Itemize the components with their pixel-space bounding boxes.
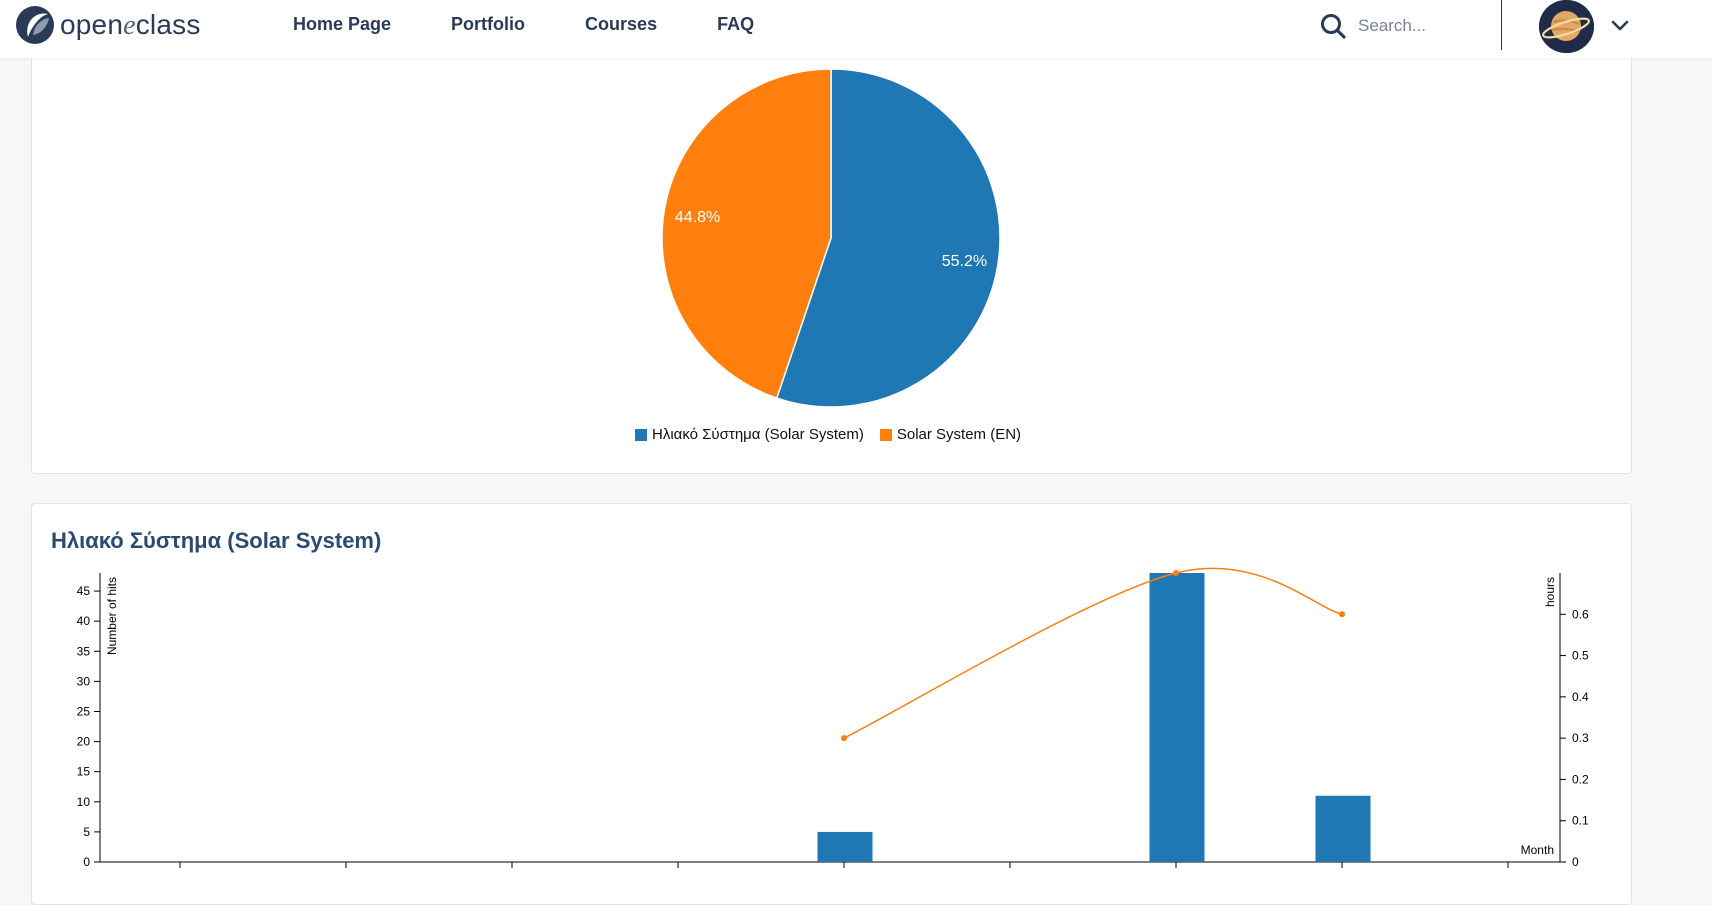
legend-item[interactable]: Solar System (EN) <box>879 426 1022 443</box>
logo-mark-icon <box>16 6 54 44</box>
top-navbar: openeclass Home Page Portfolio Courses F… <box>0 0 1712 58</box>
search-input[interactable] <box>1356 10 1500 42</box>
chevron-down-icon[interactable] <box>1610 16 1630 36</box>
nav-portfolio[interactable]: Portfolio <box>451 14 526 34</box>
nav-faq[interactable]: FAQ <box>717 14 755 34</box>
search-box <box>1320 10 1500 42</box>
openeclass-logo[interactable]: openeclass <box>14 4 201 46</box>
avatar[interactable] <box>1539 0 1594 53</box>
course-stats-panel: Ηλιακό Σύστημα (Solar System) <box>31 503 1632 905</box>
pie-slice <box>775 68 1001 408</box>
legend-item[interactable]: Ηλιακό Σύστημα (Solar System) <box>635 426 864 443</box>
legend-label: Solar System (EN) <box>896 426 1022 443</box>
legend-swatch-blue <box>635 428 647 441</box>
pie-slice <box>661 68 832 400</box>
planet-avatar-icon <box>1539 0 1594 53</box>
header-divider <box>1501 0 1502 50</box>
pie-legend: Ηλιακό Σύστημα (Solar System) Solar Syst… <box>635 426 1037 443</box>
nav-home-page[interactable]: Home Page <box>293 14 392 34</box>
nav-courses[interactable]: Courses <box>585 14 658 34</box>
main-nav: Home Page Portfolio Courses FAQ <box>293 14 814 35</box>
pie-slice-label: 55.2% <box>942 253 987 270</box>
pie-chart: 55.2% 44.8% <box>661 68 1001 408</box>
logo-text: openeclass <box>60 8 201 41</box>
search-icon[interactable] <box>1320 13 1346 39</box>
legend-label: Ηλιακό Σύστημα (Solar System) <box>652 426 864 443</box>
legend-swatch-orange <box>879 428 892 441</box>
course-title: Ηλιακό Σύστημα (Solar System) <box>51 528 382 553</box>
pie-slice-label: 44.8% <box>675 209 720 226</box>
